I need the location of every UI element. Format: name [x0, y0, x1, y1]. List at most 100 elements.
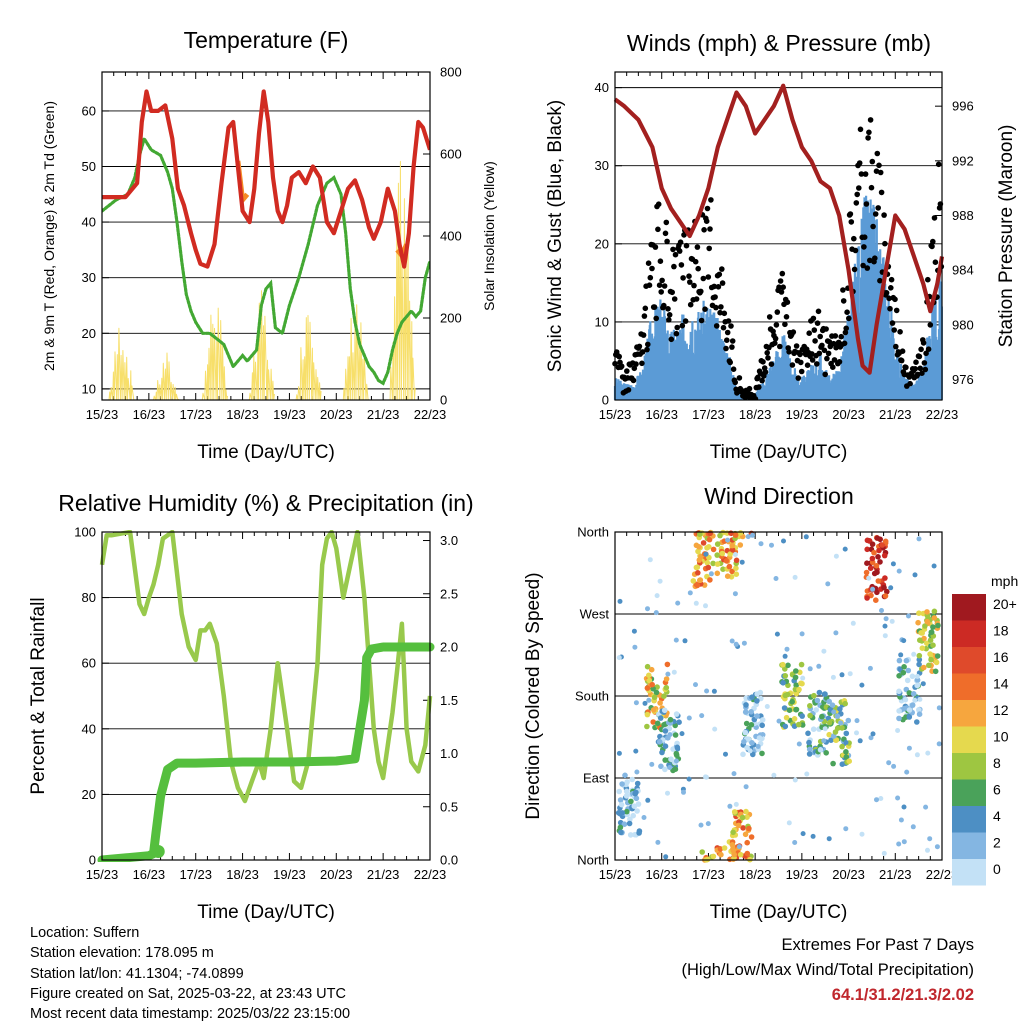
gust-point [700, 275, 707, 282]
direction-point [758, 541, 764, 547]
x-tick-label: 20/23 [320, 867, 353, 882]
direction-point [617, 824, 624, 831]
direction-point [703, 603, 708, 609]
direction-point [727, 803, 733, 809]
direction-point [773, 576, 779, 581]
gust-point [830, 364, 836, 371]
direction-point [759, 750, 765, 757]
station-location: Location: Suffern [30, 925, 140, 941]
direction-point [731, 771, 737, 777]
direction-point [686, 715, 692, 721]
direction-point [891, 763, 897, 769]
direction-point [624, 808, 630, 815]
gust-point [686, 273, 692, 280]
gust-point [793, 343, 800, 349]
direction-point [628, 798, 634, 805]
legend-title: mph [991, 573, 1018, 589]
direction-point [682, 638, 688, 644]
gust-point [778, 289, 785, 295]
direction-point [867, 565, 874, 571]
direction-point [742, 831, 749, 838]
direction-point [618, 829, 624, 836]
gust-point [659, 277, 665, 284]
plot-frame [614, 71, 943, 401]
gust-point [616, 353, 622, 360]
direction-point [927, 651, 933, 657]
y-axis-label: Percent & Total Rainfall [28, 597, 49, 794]
direction-point [921, 664, 927, 671]
legend-label: 8 [993, 755, 1001, 771]
direction-point [646, 672, 652, 679]
direction-point [806, 739, 812, 746]
direction-point [914, 752, 920, 758]
gust-point [823, 326, 829, 332]
direction-point [742, 729, 749, 736]
direction-point [662, 728, 669, 734]
legend-label: 0 [993, 861, 1001, 877]
direction-point [782, 673, 789, 679]
gust-point [877, 277, 883, 284]
direction-point [719, 550, 726, 557]
direction-point [732, 591, 738, 597]
gust-point [842, 329, 849, 336]
x-tick-label: 19/23 [786, 867, 819, 882]
direction-point [706, 554, 712, 561]
direction-point [817, 747, 824, 753]
gust-point [809, 357, 816, 363]
gust-point [719, 266, 725, 272]
gust-point [870, 223, 876, 230]
direction-point [873, 563, 880, 569]
direction-point [750, 751, 756, 758]
gust-point [773, 322, 780, 328]
x-tick-label: 22/23 [926, 407, 959, 422]
gust-point [663, 219, 670, 226]
gust-point [812, 338, 818, 344]
direction-point [654, 720, 661, 727]
direction-point [785, 662, 791, 669]
wind-direction-panel: Wind Direction 15/23 16/23 17/23 18/23 19/23 2… [523, 483, 958, 923]
direction-point [627, 832, 634, 838]
direction-point [821, 738, 827, 744]
direction-point [617, 797, 624, 803]
x-tick-label: 17/23 [179, 407, 212, 422]
legend-swatch [952, 594, 986, 621]
direction-point [875, 554, 881, 560]
direction-point [663, 854, 669, 860]
gust-point [869, 158, 876, 165]
direction-point [781, 705, 788, 711]
direction-point [667, 732, 673, 738]
direction-point [916, 711, 923, 717]
direction-point [901, 839, 907, 845]
y2-tick-label: 992 [952, 153, 974, 168]
direction-point [901, 804, 907, 810]
direction-point [696, 557, 703, 563]
y-tick-label: East [583, 771, 609, 786]
direction-point [616, 750, 622, 756]
direction-point [617, 598, 623, 604]
panel-title: Relative Humidity (%) & Precipitation (i… [58, 490, 473, 516]
y2-tick-label: 0.0 [440, 853, 458, 868]
direction-point [792, 777, 798, 783]
direction-point [769, 542, 774, 548]
humidity-precip-panel: Relative Humidity (%) & Precipitation (i… [28, 490, 474, 923]
direction-point [923, 804, 929, 810]
y2-tick-label: 1.0 [440, 746, 458, 761]
direction-point [714, 570, 721, 577]
gust-point [804, 362, 811, 369]
gust-point [860, 262, 866, 269]
gust-point [672, 251, 679, 258]
direction-point [733, 641, 739, 647]
direction-point [906, 745, 912, 751]
direction-point [877, 536, 883, 543]
direction-point [673, 711, 680, 717]
direction-point [896, 841, 902, 847]
gust-point [810, 315, 817, 322]
direction-point [905, 667, 912, 674]
direction-point [878, 796, 884, 801]
gust-point [843, 325, 849, 332]
x-tick-label: 15/23 [86, 867, 119, 882]
direction-point [661, 693, 667, 699]
legend-swatch [952, 753, 986, 780]
direction-point [730, 847, 736, 854]
gust-point [640, 332, 647, 338]
